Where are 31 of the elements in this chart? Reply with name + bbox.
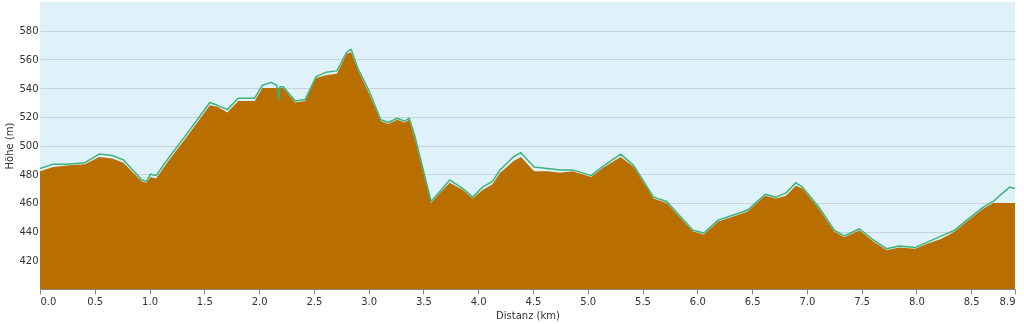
x-tick-label: 0.0 bbox=[40, 295, 57, 307]
x-tick-label: 4.5 bbox=[525, 295, 542, 307]
x-tick-label: 8.0 bbox=[908, 295, 925, 307]
x-tick-label: 1.0 bbox=[142, 295, 158, 307]
x-tick-label: 2.5 bbox=[306, 295, 323, 307]
x-tick-label: 0.5 bbox=[87, 295, 104, 307]
x-tick-label: 3.0 bbox=[361, 295, 378, 307]
x-tick-label: 1.5 bbox=[196, 295, 213, 307]
y-tick-label: 560 bbox=[19, 53, 39, 65]
y-axis-title: Höhe (m) bbox=[4, 122, 16, 170]
x-tick-label: 6.5 bbox=[744, 295, 761, 307]
x-tick-label: 7.0 bbox=[799, 295, 816, 307]
y-tick-label: 520 bbox=[19, 111, 39, 123]
x-tick-label: 8.5 bbox=[963, 295, 980, 307]
x-tick-label: 5.0 bbox=[580, 295, 597, 307]
x-tick-label: 7.5 bbox=[854, 295, 871, 307]
y-tick-label: 480 bbox=[19, 168, 39, 180]
line-series bbox=[39, 48, 1016, 250]
y-tick-label: 500 bbox=[19, 140, 39, 151]
x-tick-label: 6.0 bbox=[689, 295, 706, 307]
x-tick-label: 4.0 bbox=[470, 295, 487, 307]
x-tick-label: 2.0 bbox=[251, 295, 268, 307]
y-tick-label: 440 bbox=[19, 226, 39, 238]
y-tick-label: 580 bbox=[19, 25, 39, 37]
x-tick-label: 3.5 bbox=[415, 295, 432, 307]
y-tick-label: 420 bbox=[19, 254, 39, 266]
y-tick-label: 460 bbox=[19, 197, 39, 209]
y-tick-label: 540 bbox=[19, 82, 39, 94]
x-axis-title: Distanz (km) bbox=[496, 309, 561, 321]
x-tick-label: 8.9 bbox=[999, 295, 1016, 307]
x-tick-label: 5.5 bbox=[635, 295, 651, 307]
